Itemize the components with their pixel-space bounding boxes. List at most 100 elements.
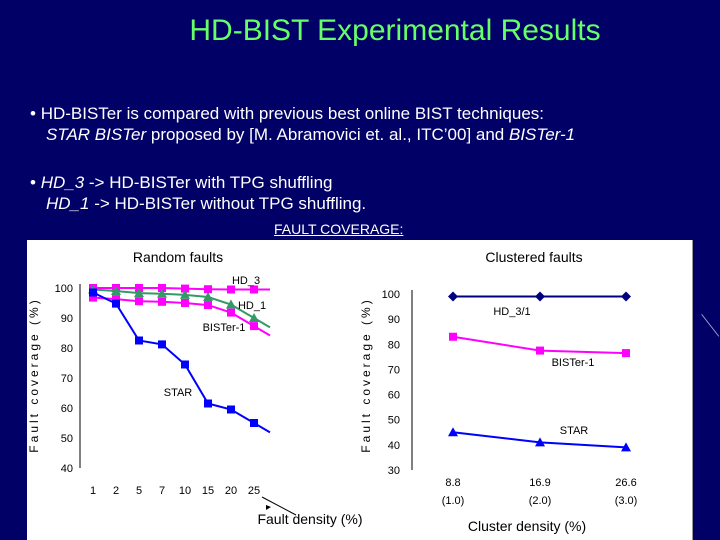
- chart1-data-point: [89, 288, 97, 297]
- chart1-data-point: [180, 289, 190, 299]
- chart1-y-tick-label: 40: [61, 463, 73, 475]
- chart2-data-point: [621, 291, 631, 302]
- chart1-data-point: [158, 297, 166, 306]
- chart1-data-point: [135, 336, 143, 345]
- chart2-data-point: [535, 437, 545, 447]
- bullet-text-line2: STAR BISTer proposed by [M. Abramovici e…: [30, 124, 575, 145]
- chart2-ylabel: Fault coverage (%): [359, 297, 373, 452]
- chart1-data-point: [250, 285, 258, 294]
- bullet-definitions-line2: HD_1 -> HD-BISTer without TPG shuffling.: [30, 193, 366, 214]
- chart2-y-tick-label: 30: [388, 465, 400, 477]
- chart2-y-tick-label: 80: [388, 339, 400, 351]
- bullet-marker: •: [30, 173, 36, 192]
- chart1-data-point: [203, 292, 213, 301]
- chart2-title: Clustered faults: [485, 249, 582, 265]
- chart1-x-tick-label: 1: [90, 485, 96, 497]
- chart1-y-tick-label: 60: [61, 403, 73, 415]
- chart1-y-tick-label: 80: [61, 343, 73, 355]
- chart1-x-tick-label: 25: [248, 485, 260, 497]
- chart2-data-point: [621, 442, 631, 452]
- chart1-data-point: [250, 419, 258, 427]
- chart1-data-point: [227, 285, 235, 294]
- bullet-comparison: • HD-BISTer is compared with previous be…: [30, 103, 575, 145]
- chart2-x-tick-sublabel: (3.0): [615, 495, 638, 507]
- chart1-data-point: [181, 360, 189, 369]
- chart1-data-point: [135, 284, 143, 292]
- chart1-xlabel-arrowhead: [266, 505, 271, 510]
- chart1-data-point: [158, 340, 166, 349]
- chart1-series-label: BISTer-1: [203, 322, 246, 334]
- chart1-data-point: [135, 297, 143, 306]
- chart1-data-point: [226, 299, 236, 309]
- chart2-series-label: BISTer-1: [552, 357, 595, 369]
- fault-coverage-label: FAULT COVERAGE:: [274, 221, 404, 237]
- chart2-y-tick-label: 60: [388, 390, 400, 402]
- chart2-y-tick-label: 100: [382, 289, 400, 301]
- hd1-name: HD_1: [46, 194, 90, 213]
- chart1-data-point: [134, 288, 144, 298]
- chart1-data-point: [112, 299, 120, 308]
- chart1-data-point: [204, 301, 212, 310]
- chart2-series-label: STAR: [560, 425, 589, 437]
- chart1-data-point: [204, 285, 212, 294]
- chart1-xlabel-pointer: [261, 496, 297, 516]
- chart1-xlabel: Fault density (%): [257, 511, 362, 527]
- chart1-data-point: [111, 286, 121, 295]
- chart1-data-point: [250, 322, 258, 331]
- chart1-y-tick-label: 90: [61, 313, 73, 325]
- bullet-definitions: • HD_3 -> HD-BISTer with TPG shuffling H…: [30, 172, 366, 214]
- chart1-y-tick-label: 70: [61, 373, 73, 385]
- chart1-data-point: [157, 288, 167, 298]
- chart1-x-tick-label: 20: [225, 485, 237, 497]
- chart1-series-label: HD_3: [232, 275, 260, 287]
- chart2-data-point: [622, 349, 630, 358]
- chart1-x-tick-label: 15: [202, 485, 214, 497]
- chart1-title: Random faults: [133, 249, 223, 265]
- panel-divider: [692, 240, 693, 540]
- slide-title: HD-BIST Experimental Results: [189, 14, 601, 47]
- chart1-series-label: HD_1: [238, 300, 266, 312]
- chart2-x-tick-sublabel: (1.0): [442, 495, 465, 507]
- chart1-data-point: [89, 293, 97, 302]
- chart2-x-tick-label: 26.6: [615, 477, 636, 489]
- chart1-x-tick-label: 5: [136, 485, 142, 497]
- chart2-data-point: [448, 427, 458, 437]
- hd1-definition: -> HD-BISTer without TPG shuffling.: [89, 194, 367, 213]
- chart2-data-point: [448, 291, 458, 302]
- chart2-data-point: [535, 291, 545, 302]
- chart2-data-point: [449, 332, 457, 341]
- chart1-data-point: [249, 313, 259, 322]
- chart2-y-tick-label: 50: [388, 415, 400, 427]
- chart2-y-tick-label: 70: [388, 364, 400, 376]
- bister1-name: BISTer-1: [508, 125, 576, 144]
- chart1-data-point: [181, 284, 189, 293]
- chart1-x-tick-label: 7: [159, 485, 165, 497]
- chart2-y-tick-label: 90: [388, 314, 400, 326]
- chart1-y-tick-label: 50: [61, 433, 73, 445]
- chart2-x-tick-label: 8.8: [445, 477, 460, 489]
- chart2-x-tick-sublabel: (2.0): [529, 495, 552, 507]
- bullet-text-middle: proposed by [M. Abramovici et. al., ITC’…: [146, 125, 509, 144]
- chart1-x-tick-label: 10: [179, 485, 191, 497]
- chart1-ylabel: Fault coverage (%): [27, 297, 41, 452]
- hd3-definition: -> HD-BISTer with TPG shuffling: [84, 173, 333, 192]
- chart1-data-point: [181, 299, 189, 307]
- hd3-name: HD_3: [40, 173, 85, 192]
- chart1-x-tick-label: 2: [113, 485, 119, 497]
- chart2-series-label: HD_3/1: [493, 306, 530, 318]
- bullet-marker: •: [30, 104, 36, 123]
- chart1-y-tick-label: 100: [55, 283, 73, 295]
- chart1-data-point: [112, 295, 120, 304]
- chart1-data-point: [227, 405, 235, 414]
- chart2-data-point: [536, 346, 544, 355]
- chart2-xlabel: Cluster density (%): [468, 518, 586, 534]
- star-bister-name: STAR BISTer: [46, 125, 147, 144]
- chart1-data-point: [158, 284, 166, 292]
- chart2-x-tick-label: 16.9: [529, 477, 550, 489]
- chart1-series-label: STAR: [164, 387, 193, 399]
- chart1-data-point: [227, 308, 235, 317]
- chart1-data-point: [204, 399, 212, 408]
- bullet-text: HD-BISTer is compared with previous best…: [40, 104, 544, 123]
- chart2-y-tick-label: 40: [388, 440, 400, 452]
